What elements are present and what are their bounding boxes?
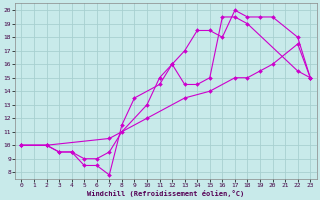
X-axis label: Windchill (Refroidissement éolien,°C): Windchill (Refroidissement éolien,°C) [87,190,244,197]
